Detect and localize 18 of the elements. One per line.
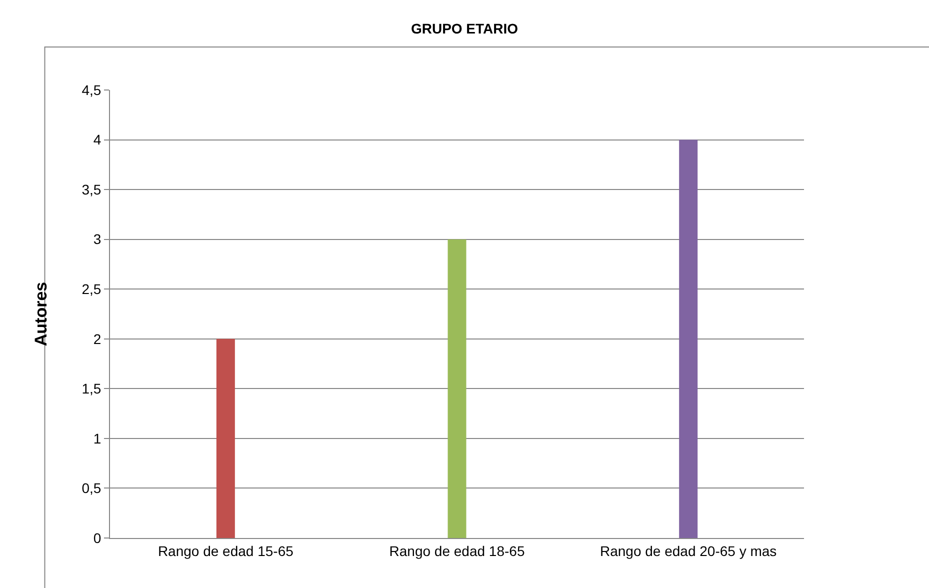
x-tick-label: Rango de edad 18-65 [389,542,525,559]
x-tick-label: Rango de edad 20-65 y mas [600,542,777,559]
chart-title: GRUPO ETARIO [410,20,518,36]
bar [448,239,466,538]
y-tick-label: 1 [93,430,102,446]
bar [216,338,235,538]
bar [679,140,698,538]
x-tick-label: Rango de edad 15-65 [158,542,294,559]
y-tick-label: 3,5 [82,181,102,198]
y-tick-label: 1,5 [82,380,102,397]
y-tick-label: 4,5 [82,82,102,98]
y-tick-label: 0 [93,530,102,546]
y-axis-title: Autores [31,282,50,346]
y-tick-label: 2 [93,330,102,347]
y-tick-label: 3 [93,231,102,248]
y-tick-label: 0,5 [82,480,102,496]
y-tick-label: 2,5 [82,281,102,298]
y-tick-label: 4 [93,132,102,148]
